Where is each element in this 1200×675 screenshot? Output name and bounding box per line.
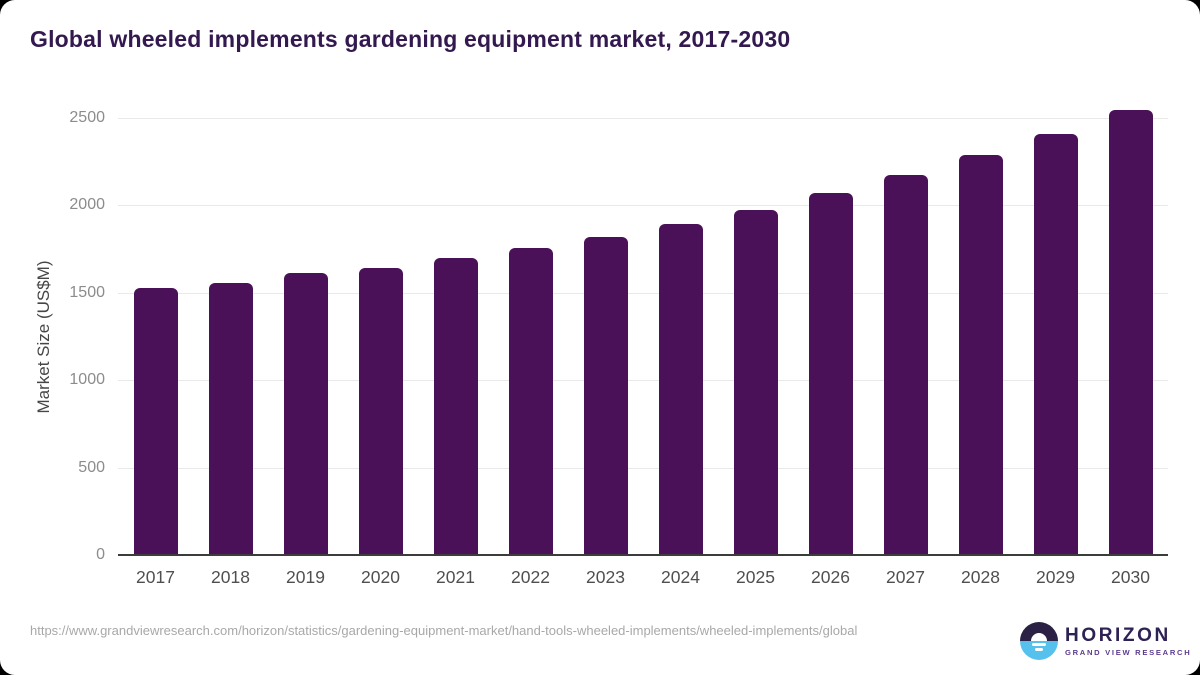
x-label-2017: 2017 xyxy=(136,567,175,587)
gridline-2500 xyxy=(118,118,1168,119)
x-label-2022: 2022 xyxy=(511,567,550,587)
bars xyxy=(118,100,1168,554)
x-label-2019: 2019 xyxy=(286,567,325,587)
y-tick-label-2500: 2500 xyxy=(69,109,105,126)
bar-2020[interactable] xyxy=(358,268,403,554)
sun-dome xyxy=(1031,633,1047,641)
y-tick-label-0: 0 xyxy=(96,546,105,563)
bar-2019[interactable] xyxy=(283,273,328,554)
x-label-2030: 2030 xyxy=(1111,567,1150,587)
x-label-2018: 2018 xyxy=(211,567,250,587)
x-label-2025: 2025 xyxy=(736,567,775,587)
bar-2025[interactable] xyxy=(733,210,778,554)
gridline-1500 xyxy=(118,292,1168,294)
logo-name: HORIZON xyxy=(1065,624,1171,646)
horizon-sun-icon xyxy=(1020,622,1058,660)
x-label-2024: 2024 xyxy=(661,567,700,587)
gridline-500 xyxy=(118,467,1168,469)
bar-2027[interactable] xyxy=(883,175,928,554)
bar-2023[interactable] xyxy=(583,237,628,554)
source-url: https://www.grandviewresearch.com/horizo… xyxy=(30,623,858,638)
horizon-logo: HORIZON GRAND VIEW RESEARCH xyxy=(1020,622,1191,660)
bar-2029[interactable] xyxy=(1033,134,1078,554)
chart-title: Global wheeled implements gardening equi… xyxy=(30,26,791,52)
y-tick-label-2000: 2000 xyxy=(69,196,105,214)
logo-text: HORIZON GRAND VIEW RESEARCH xyxy=(1065,626,1191,657)
y-tick-label-500: 500 xyxy=(78,458,105,476)
x-label-2020: 2020 xyxy=(361,567,400,587)
bar-2021[interactable] xyxy=(433,258,478,554)
bar-2030[interactable] xyxy=(1108,110,1153,554)
bar-2026[interactable] xyxy=(808,193,853,554)
y-axis-ticks: 0 500 1000 1500 2000 2500 xyxy=(0,100,105,563)
bar-2024[interactable] xyxy=(658,224,703,554)
y-tick-label-1000: 1000 xyxy=(69,371,105,389)
x-axis-labels: 2017 2018 2019 2020 2021 2022 2023 2024 2025 2026… xyxy=(118,567,1168,588)
gridline-1000 xyxy=(118,380,1168,382)
x-label-2021: 2021 xyxy=(436,567,475,587)
plot-area xyxy=(118,100,1168,556)
x-axis-baseline xyxy=(118,554,1168,556)
x-label-2029: 2029 xyxy=(1036,567,1075,587)
sun-reflection-line xyxy=(1032,643,1046,646)
gridline-2000 xyxy=(118,205,1168,207)
x-label-2023: 2023 xyxy=(586,567,625,587)
sun-reflection-line xyxy=(1035,648,1043,651)
bar-2017[interactable] xyxy=(133,288,178,554)
bar-2018[interactable] xyxy=(208,283,253,554)
x-label-2027: 2027 xyxy=(886,567,925,587)
x-label-2026: 2026 xyxy=(811,567,850,587)
y-tick-label-1500: 1500 xyxy=(69,283,105,301)
x-label-2028: 2028 xyxy=(961,567,1000,587)
bar-2022[interactable] xyxy=(508,248,553,554)
logo-subtitle: GRAND VIEW RESEARCH xyxy=(1065,647,1192,657)
bar-2028[interactable] xyxy=(958,155,1003,554)
